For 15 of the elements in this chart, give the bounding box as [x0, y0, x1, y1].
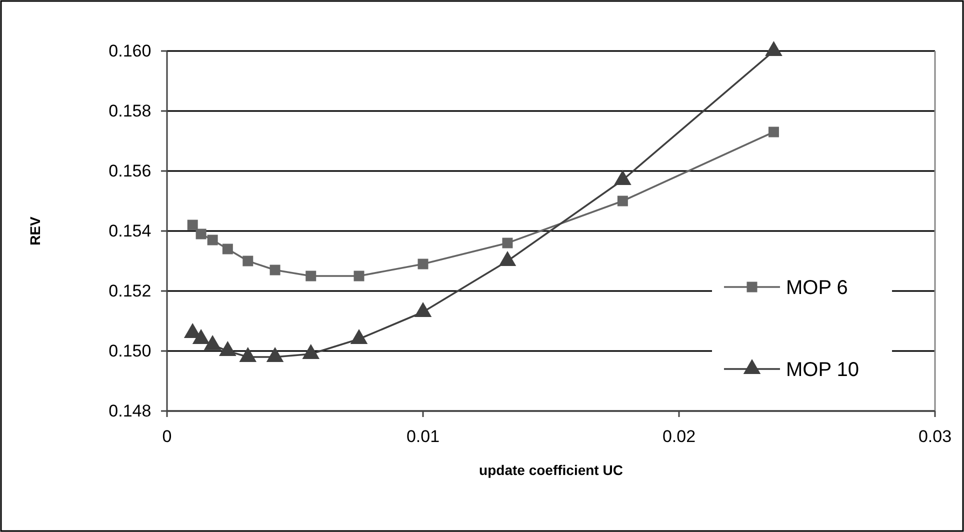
y-tick-label: 0.160: [108, 41, 152, 60]
x-tick-label: 0.01: [406, 427, 440, 446]
y-tick-label: 0.156: [108, 161, 152, 180]
y-tick-label: 0.158: [108, 101, 152, 120]
y-tick-label: 0.150: [108, 341, 152, 360]
x-axis-title: update coefficient UC: [479, 462, 623, 478]
y-axis-title: REV: [27, 216, 43, 246]
y-tick-label: 0.152: [108, 281, 152, 300]
legend-label: MOP 10: [786, 359, 859, 381]
x-tick-label: 0.02: [662, 427, 696, 446]
x-tick-label: 0: [162, 427, 172, 446]
y-tick-label: 0.148: [108, 401, 152, 420]
legend-label: MOP 6: [786, 277, 848, 299]
y-tick-label: 0.154: [108, 221, 152, 240]
x-tick-label: 0.03: [918, 427, 952, 446]
